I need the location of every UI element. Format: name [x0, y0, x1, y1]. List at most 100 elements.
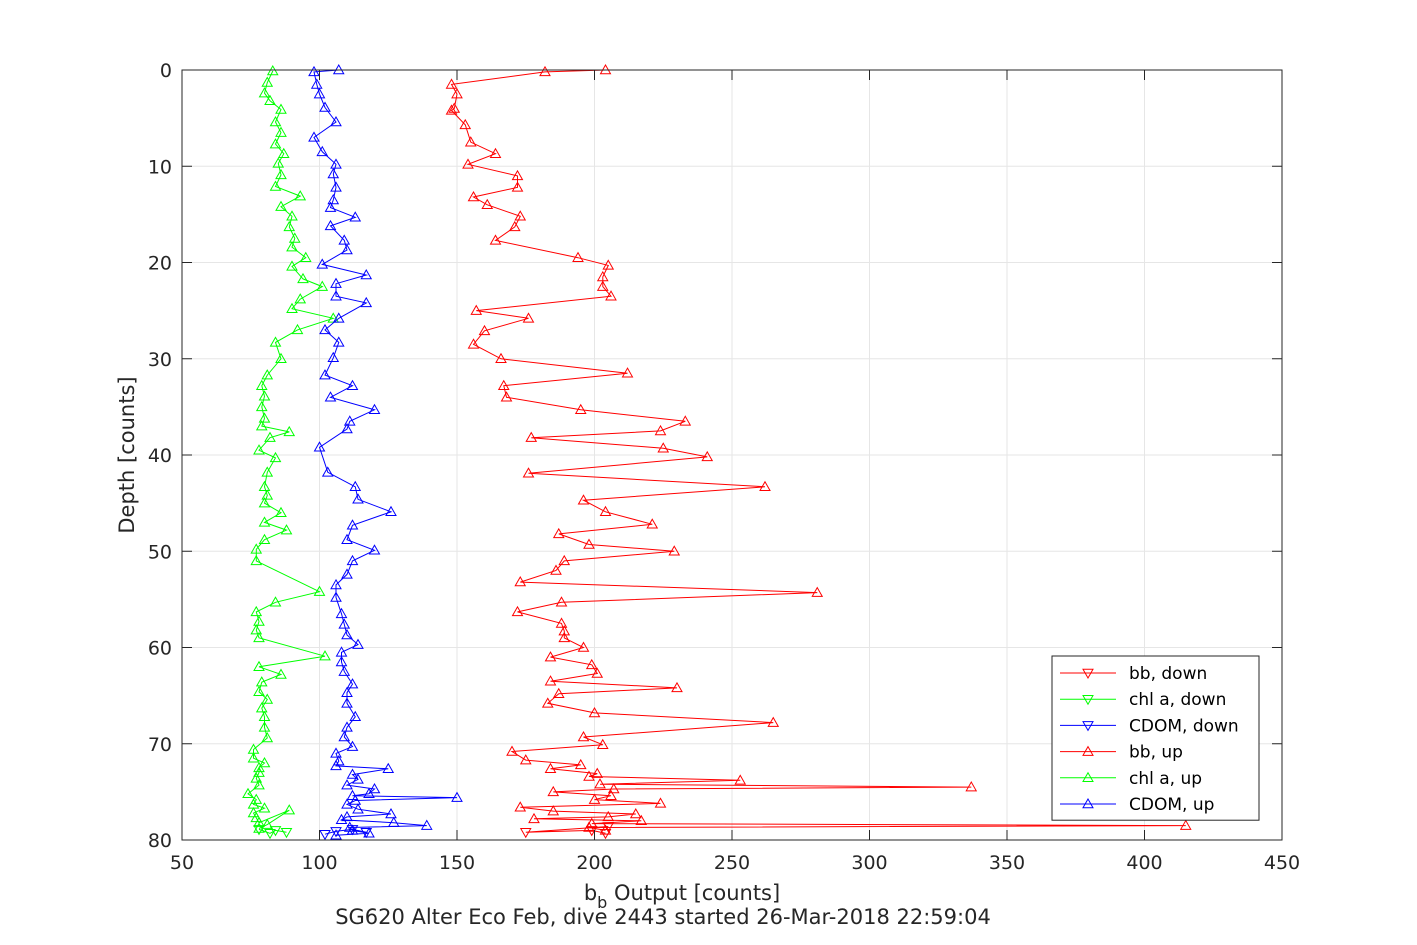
data-point: [341, 568, 353, 579]
data-point: [629, 808, 642, 819]
data-point: [335, 813, 348, 825]
chart-title: SG620 Alter Eco Feb, dive 2443 started 2…: [335, 905, 991, 929]
legend-marker: [1082, 721, 1094, 732]
data-point: [668, 545, 681, 556]
data-point: [258, 533, 271, 544]
y-tick-label: 40: [148, 445, 172, 467]
legend-entry: CDOM, up: [1060, 795, 1214, 815]
y-tick-label: 0: [160, 60, 172, 82]
data-point: [349, 480, 362, 492]
data-point: [522, 467, 535, 478]
data-point: [577, 494, 590, 505]
data-point: [445, 78, 458, 89]
data-point: [258, 412, 271, 423]
data-point: [547, 785, 560, 797]
data-point: [368, 544, 381, 555]
data-point: [599, 824, 612, 835]
legend-marker: [1082, 745, 1094, 756]
x-axis-label-rest: Output [counts]: [607, 881, 780, 905]
data-point: [352, 493, 364, 504]
data-point: [767, 716, 780, 727]
data-point: [330, 158, 342, 169]
data-point: [382, 762, 395, 774]
data-point: [360, 296, 373, 308]
y-tick-label: 60: [148, 638, 172, 660]
data-point: [462, 158, 474, 169]
data-point: [319, 650, 331, 661]
data-point: [451, 791, 463, 802]
data-point: [330, 578, 342, 590]
data-point: [286, 210, 298, 221]
data-point: [269, 451, 282, 463]
y-axis-label: Depth [counts]: [115, 376, 139, 533]
data-point: [602, 259, 615, 270]
data-point: [258, 390, 271, 401]
data-point: [294, 190, 307, 201]
legend-label: CDOM, down: [1129, 716, 1239, 736]
legend-label: CDOM, up: [1129, 795, 1214, 815]
data-point: [701, 450, 714, 462]
data-point: [514, 210, 527, 221]
data-point: [555, 617, 568, 628]
data-point: [368, 782, 381, 794]
data-point: [591, 667, 604, 678]
data-point: [552, 527, 565, 539]
data-point: [448, 102, 461, 113]
data-point: [269, 336, 282, 347]
x-tick-label: 150: [439, 852, 475, 874]
data-point: [368, 403, 381, 415]
data-point: [330, 277, 342, 288]
series-line: [324, 828, 367, 835]
data-point: [467, 338, 480, 349]
data-point: [253, 761, 265, 773]
data-point: [654, 424, 667, 436]
data-point: [242, 787, 254, 799]
data-point: [528, 812, 540, 824]
x-tick-label: 400: [1126, 852, 1162, 874]
x-tick-label: 100: [301, 852, 337, 874]
data-point: [327, 351, 340, 363]
legend-label: chl a, down: [1129, 690, 1226, 710]
data-point: [313, 88, 326, 99]
data-point: [459, 118, 472, 130]
data-point: [500, 391, 513, 402]
data-point: [255, 702, 268, 713]
legend-label: bb, down: [1129, 664, 1207, 684]
series-5: [308, 63, 463, 840]
data-point: [544, 675, 557, 686]
data-point: [258, 802, 271, 813]
data-point: [550, 564, 562, 575]
data-point: [574, 403, 587, 415]
data-point: [349, 211, 362, 222]
data-point: [341, 423, 353, 434]
data-point: [341, 810, 353, 822]
data-point: [332, 312, 345, 323]
data-point: [511, 169, 524, 181]
data-point: [489, 234, 502, 245]
y-tick-label: 50: [148, 541, 172, 563]
data-point: [478, 324, 491, 336]
data-point: [349, 794, 362, 805]
series-line: [258, 828, 287, 834]
data-point: [734, 774, 747, 785]
data-point: [330, 747, 342, 758]
data-point: [310, 78, 323, 89]
data-point: [338, 731, 351, 742]
data-point: [308, 65, 320, 77]
data-point: [261, 818, 274, 829]
data-point: [264, 431, 276, 442]
data-point: [330, 181, 342, 192]
data-point: [330, 829, 342, 840]
data-point: [607, 782, 620, 794]
data-point: [349, 710, 362, 722]
data-point: [558, 554, 571, 566]
data-point: [332, 336, 345, 347]
data-point: [330, 115, 342, 127]
data-point: [324, 391, 337, 402]
data-point: [346, 768, 359, 779]
data-point: [253, 685, 265, 697]
data-point: [511, 181, 524, 192]
data-point: [250, 624, 263, 635]
data-point: [316, 280, 329, 291]
data-point: [811, 586, 824, 597]
